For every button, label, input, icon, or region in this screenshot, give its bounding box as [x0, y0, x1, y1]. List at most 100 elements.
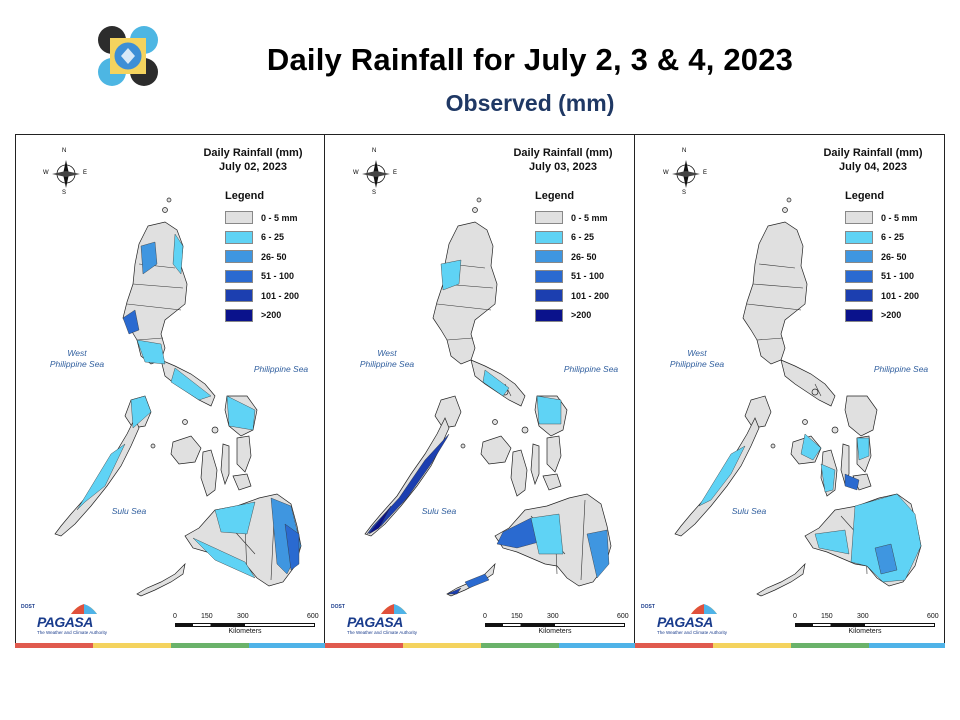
- legend-item: 0 - 5 mm: [225, 211, 298, 224]
- rainfall-area: [446, 587, 462, 595]
- legend-label: 6 - 25: [571, 232, 595, 242]
- philippine-sea-label: Philippine Sea: [253, 364, 309, 374]
- philippine-sea-label: Philippine Sea: [873, 364, 929, 374]
- umbrella-icon: [71, 604, 97, 614]
- scale-bar-graphic: [795, 623, 935, 627]
- rainfall-area: [464, 573, 490, 589]
- scale-tick: 150: [201, 613, 213, 620]
- rainfall-area: [122, 309, 140, 335]
- pagasa-seal-logo: [96, 24, 160, 88]
- legend-swatch: [845, 289, 873, 302]
- dost-label: DOST: [21, 604, 35, 610]
- west-philippine-sea-label: West Philippine Sea: [49, 348, 105, 369]
- philippines-rainfall-map: [364, 197, 612, 597]
- rainfall-area: [874, 543, 898, 575]
- compass-s: S: [372, 190, 377, 196]
- sulu-sea-label: Sulu Sea: [731, 506, 767, 516]
- scale-tick: 300: [857, 613, 869, 620]
- scale-tick: 150: [821, 613, 833, 620]
- rainfall-area: [844, 473, 860, 491]
- legend-title: Legend: [845, 190, 885, 202]
- legend-swatch: [225, 289, 253, 302]
- compass-e: E: [83, 170, 88, 176]
- rainfall-area: [586, 529, 610, 579]
- scale-tick: 600: [307, 613, 319, 620]
- legend-label: >200: [571, 310, 592, 320]
- legend-title: Legend: [535, 190, 575, 202]
- pagasa-logo: DOST PAGASA The Weather and Climate Auth…: [19, 600, 107, 640]
- rainfall-area: [170, 367, 212, 401]
- stripe-yellow: [93, 643, 171, 648]
- dost-label: DOST: [331, 604, 345, 610]
- umbrella-icon: [691, 604, 717, 614]
- legend-swatch: [535, 250, 563, 263]
- pagasa-tagline: The Weather and Climate Authority: [347, 630, 417, 635]
- legend-swatch: [535, 308, 563, 322]
- pagasa-logo: DOST PAGASA The Weather and Climate Auth…: [329, 600, 417, 640]
- legend-swatch: [845, 211, 873, 224]
- scale-tick: 0: [483, 613, 487, 620]
- panel-title: Daily Rainfall (mm) July 02, 2023: [193, 146, 313, 174]
- scale-tick: 600: [617, 613, 629, 620]
- legend-item: 51 - 100: [225, 269, 295, 283]
- legend-item: 0 - 5 mm: [845, 211, 918, 224]
- rainfall-area: [698, 445, 746, 507]
- scale-bar: 0 150 300 600 Kilometers: [483, 613, 629, 637]
- scale-bar: 0 150 300 600 Kilometers: [793, 613, 939, 637]
- legend-item: 0 - 5 mm: [535, 211, 608, 224]
- rainfall-area: [440, 259, 462, 291]
- legend-item: 6 - 25: [535, 230, 595, 244]
- legend-swatch: [225, 308, 253, 322]
- sulu-sea-label: Sulu Sea: [111, 506, 147, 516]
- north-arrow-compass-icon: N S W E: [353, 148, 397, 201]
- panel-title-line1: Daily Rainfall (mm): [823, 147, 923, 159]
- legend-label: 101 - 200: [261, 290, 300, 301]
- legend-label: 101 - 200: [571, 290, 610, 301]
- west-philippine-sea-label: West Philippine Sea: [669, 348, 725, 369]
- compass-s: S: [682, 190, 687, 196]
- scale-unit: Kilometers: [228, 628, 262, 635]
- legend-item: 101 - 200: [535, 289, 609, 302]
- panel-title-date: July 04, 2023: [839, 161, 907, 173]
- panel-title-date: July 03, 2023: [529, 161, 597, 173]
- legend-swatch: [535, 211, 563, 224]
- legend-label: 51 - 100: [261, 271, 295, 281]
- compass-e: E: [703, 170, 708, 176]
- legend-label: 26- 50: [881, 251, 907, 262]
- stripe-green: [171, 643, 249, 648]
- rainfall-area: [130, 395, 152, 429]
- legend-label: 0 - 5 mm: [881, 212, 918, 223]
- rainfall-area: [192, 537, 256, 579]
- legend-label: 6 - 25: [881, 232, 905, 242]
- legend-label: 51 - 100: [881, 271, 915, 281]
- panel-separator: [634, 134, 635, 648]
- legend-item: 26- 50: [845, 250, 907, 263]
- pagasa-wordmark: PAGASA: [37, 614, 93, 630]
- north-arrow-compass-icon: N S W E: [663, 148, 708, 201]
- legend-swatch: [225, 250, 253, 263]
- rainfall-area: [496, 517, 540, 549]
- scale-tick: 150: [511, 613, 523, 620]
- compass-w: W: [663, 170, 669, 176]
- legend-label: 101 - 200: [881, 290, 920, 301]
- scale-tick: 0: [173, 613, 177, 620]
- panel-title-line1: Daily Rainfall (mm): [203, 147, 303, 159]
- stripe-blue: [559, 643, 635, 648]
- rainfall-area: [214, 501, 256, 535]
- rainfall-area: [140, 241, 158, 275]
- legend-swatch: [845, 230, 873, 244]
- legend-label: >200: [261, 310, 282, 320]
- rainfall-area: [800, 433, 822, 461]
- rainfall-area: [284, 523, 300, 571]
- legend-item: 51 - 100: [845, 269, 915, 283]
- rainfall-area: [136, 339, 166, 365]
- scale-unit: Kilometers: [848, 628, 882, 635]
- rainfall-area: [536, 395, 562, 425]
- philippine-sea-label: Philippine Sea: [563, 364, 619, 374]
- panel-separator: [324, 134, 325, 648]
- pagasa-wordmark: PAGASA: [657, 614, 713, 630]
- stripe-blue: [869, 643, 945, 648]
- legend-label: 6 - 25: [261, 232, 285, 242]
- scale-tick: 300: [237, 613, 249, 620]
- legend-label: >200: [881, 310, 902, 320]
